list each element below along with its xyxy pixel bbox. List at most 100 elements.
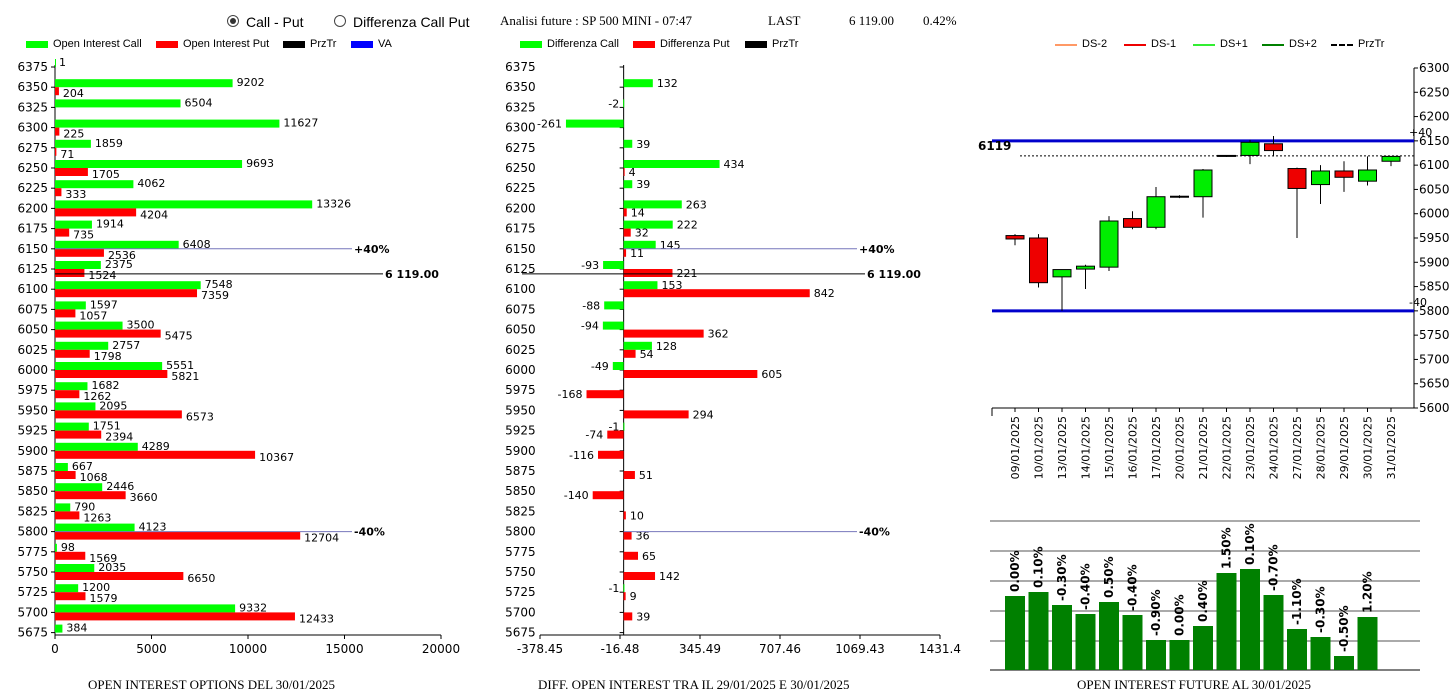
oi-future-bar <box>1263 595 1284 670</box>
diff-call-bar <box>623 180 633 189</box>
diff-put-bar <box>623 511 626 520</box>
last-value: 6 119.00 <box>849 13 895 28</box>
diff-put-bar <box>623 349 636 358</box>
oi-y-tick-label: 6000 <box>17 363 48 377</box>
oi-put-bar <box>55 289 198 298</box>
oi-x-tick-label: 5000 <box>136 642 167 656</box>
diff-y-tick-label: 5900 <box>505 444 536 458</box>
oi-y-tick-label: 5675 <box>17 626 48 640</box>
oi-future-bar-label: -0.40% <box>1079 563 1093 610</box>
oi-future-bar <box>1052 605 1072 670</box>
oi-put-label: 204 <box>63 87 84 100</box>
candle-x-tick-label: 24/01/2025 <box>1268 416 1281 479</box>
oi-put-label: 12704 <box>304 532 339 545</box>
oi-put-label: 6573 <box>186 410 214 423</box>
diff-x-tick-label: -378.45 <box>517 642 563 656</box>
legend-right-przTr-label: PrzTr <box>1358 38 1385 50</box>
diff-y-tick-label: 5875 <box>505 464 536 478</box>
diff-x-tick-label: 707.46 <box>759 642 801 656</box>
footer-future: OPEN INTEREST FUTURE AL 30/01/2025 <box>1077 677 1312 692</box>
oi-call-bar <box>55 604 236 613</box>
oi-call-label: 2095 <box>99 399 127 412</box>
diff-put-label: 54 <box>640 348 654 361</box>
diff-call-label: -2 <box>608 97 619 110</box>
diff-y-tick-label: 5950 <box>505 403 536 417</box>
diff-y-tick-label: 5825 <box>505 504 536 518</box>
oi-put-label: 1579 <box>89 592 117 605</box>
candle-x-tick-label: 17/01/2025 <box>1150 416 1163 479</box>
diff-put-bar <box>623 370 758 378</box>
oi-y-tick-label: 6350 <box>17 80 48 94</box>
oi-put-bar <box>55 612 295 621</box>
oi-y-tick-label: 6075 <box>17 302 48 316</box>
oi-future-bar <box>1216 573 1237 670</box>
oi-put-bar <box>55 572 184 580</box>
oi-future-bar-label: -0.30% <box>1314 586 1328 633</box>
diff-call-label: 434 <box>724 158 745 171</box>
diff-put-bar <box>623 471 635 479</box>
diff-y-tick-label: 5750 <box>505 565 536 579</box>
candle-y-tick-label: 5600 <box>1419 401 1450 415</box>
oi-future-bar <box>1075 614 1096 670</box>
legend-ds-m1-label: DS-1 <box>1151 38 1177 50</box>
oi-call-label: 6408 <box>183 238 211 251</box>
diff-put-bar <box>623 248 627 257</box>
oi-call-bar <box>55 281 201 290</box>
oi-y-tick-label: 6050 <box>17 323 48 337</box>
oi-call-label: 4123 <box>139 521 167 534</box>
diff-y-tick-label: 6200 <box>505 201 536 215</box>
candle-body <box>1123 218 1142 228</box>
oi-y-tick-label: 6225 <box>17 181 48 195</box>
candle-y-tick-label: 6200 <box>1419 110 1450 124</box>
diff-y-tick-label: 5800 <box>505 525 536 539</box>
candle-x-tick-label: 13/01/2025 <box>1056 416 1069 479</box>
oi-put-bar <box>55 147 57 156</box>
legend-diff-call-swatch <box>520 41 542 48</box>
candle-y-tick-label: 6050 <box>1419 182 1450 196</box>
candle-body <box>1005 235 1025 240</box>
candle-x-tick-label: 10/01/2025 <box>1033 416 1046 479</box>
diff-y-tick-label: 6025 <box>505 343 536 357</box>
diff-put-label: 605 <box>761 368 782 381</box>
oi-future-bar-label: 1.20% <box>1361 571 1375 613</box>
oi-future-bar-label: -0.40% <box>1126 564 1140 611</box>
candle-y-tick-label: 5700 <box>1419 352 1450 366</box>
oi-call-bar <box>55 200 313 209</box>
oi-call-label: 9202 <box>237 76 265 89</box>
diff-call-put-radio[interactable] <box>334 15 346 27</box>
diff-put-bar <box>623 329 704 338</box>
oi-y-tick-label: 5825 <box>17 504 48 518</box>
oi-future-bar-label: 0.10% <box>1032 546 1046 588</box>
diff-call-label: 39 <box>636 138 650 151</box>
oi-future-bar-label: 0.50% <box>1102 556 1116 598</box>
oi-x-tick-label: 0 <box>51 642 59 656</box>
diff-put-label: 4 <box>629 166 636 179</box>
oi-call-bar <box>55 402 96 411</box>
diff-put-bar <box>586 390 624 399</box>
diff-y-tick-label: 6275 <box>505 141 536 155</box>
legend-przTr-swatch <box>283 41 305 48</box>
diff-put-bar <box>623 612 633 621</box>
oi-call-bar <box>55 564 95 572</box>
diff-put-label: -140 <box>564 489 589 502</box>
candle-y-tick-label: 5800 <box>1419 304 1450 318</box>
oi-put-label: 1524 <box>88 269 116 282</box>
oi-call-label: 667 <box>72 460 93 473</box>
diff-call-bar <box>623 79 653 88</box>
call-put-label[interactable]: Call - Put <box>246 14 304 30</box>
legend-call-label: Open Interest Call <box>53 38 142 50</box>
oi-x-tick-label: 15000 <box>325 642 363 656</box>
diff-put-bar <box>607 430 624 439</box>
oi-y-tick-label: 6100 <box>17 282 48 296</box>
candle-x-tick-label: 16/01/2025 <box>1127 416 1140 479</box>
diff-call-put-label[interactable]: Differenza Call Put <box>353 14 470 30</box>
oi-call-bar <box>55 59 56 67</box>
oi-put-bar <box>55 471 76 479</box>
diff-call-bar <box>602 321 624 330</box>
candle-y-tick-label: 6100 <box>1419 158 1450 172</box>
diff-put-label: 11 <box>630 247 644 260</box>
candle-x-tick-label: 22/01/2025 <box>1221 416 1234 479</box>
call-put-radio[interactable] <box>227 15 239 27</box>
oi-reference-label: +40% <box>354 243 390 256</box>
oi-put-bar <box>55 531 301 540</box>
